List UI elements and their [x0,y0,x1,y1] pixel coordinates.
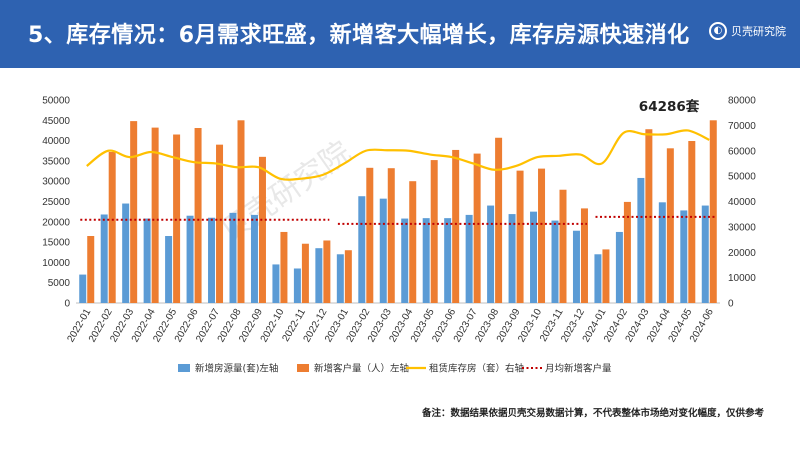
customers-bar [645,129,653,303]
customers-bar [108,151,116,303]
listings-bar [465,214,473,303]
listings-bar [422,218,430,303]
right-axis-tick: 20000 [728,248,756,259]
customers-bar [516,170,524,303]
inventory-line [86,129,710,181]
listings-bar [379,198,387,303]
legend-label: 月均新增客户量 [545,363,612,375]
left-axis-tick: 30000 [42,177,70,188]
customers-bar [366,167,374,303]
customers-bar [130,121,138,303]
header-bar: 5、库存情况：6月需求旺盛，新增客大幅增长，库存房源快速消化 ◐ 贝壳研究院 [0,0,800,68]
customers-bar [559,189,567,303]
listings-bar [530,211,538,303]
customers-bar [538,168,546,303]
customers-bar [473,153,481,303]
listings-bar [615,231,623,303]
customers-bar [580,208,588,303]
listings-bar [551,220,559,303]
customers-bar [173,134,181,303]
legend-label: 租赁库存房（套）右轴 [429,363,524,375]
listings-bar [594,254,602,303]
customers-bar [430,160,438,303]
listings-bar [401,218,409,303]
listings-bar [444,218,452,303]
right-axis-tick: 80000 [728,96,756,107]
customers-bar [387,168,395,303]
legend-swatch [297,364,309,372]
legend-swatch [178,364,190,372]
left-axis-tick: 40000 [42,136,70,147]
listings-bar [250,214,258,303]
listings-bar [680,210,688,303]
shell-logo-icon: ◐ [709,22,727,40]
brand-logo: ◐ 贝壳研究院 [709,22,786,40]
left-axis-tick: 0 [64,299,70,310]
customers-bar [323,240,331,303]
customers-bar [258,156,266,303]
listings-bar [79,274,87,303]
listings-bar [143,218,151,303]
listings-bar [165,236,173,303]
customers-bar [709,120,717,303]
customers-bar [409,181,417,303]
right-axis-tick: 40000 [728,197,756,208]
customers-bar [602,249,610,303]
customers-bar [87,236,95,303]
listings-bar [701,205,709,303]
left-axis-tick: 45000 [42,116,70,127]
listings-bar [658,202,666,303]
customers-bar [151,127,159,303]
customers-bar [452,149,460,303]
inventory-annotation: 64286套 [639,98,700,115]
left-axis-tick: 5000 [48,278,71,289]
customers-bar [194,128,202,303]
customers-bar [688,141,696,303]
legend-label: 新增客户量（人）左轴 [314,363,409,375]
listings-bar [293,268,301,303]
listings-bar [229,212,237,303]
listings-bar [186,215,194,303]
listings-bar [572,230,580,303]
customers-bar [216,144,224,303]
footnote: 备注：数据结果依据贝壳交易数据计算，不代表整体市场绝对变化幅度，仅供参考 [421,408,764,419]
customers-bar [495,137,503,303]
customers-bar [237,120,245,303]
customers-bar [344,250,352,303]
right-axis-tick: 70000 [728,121,756,132]
customers-bar [301,243,309,303]
page-title: 5、库存情况：6月需求旺盛，新增客大幅增长，库存房源快速消化 [28,23,690,48]
listings-bar [100,214,108,303]
right-axis-tick: 0 [728,299,734,310]
brand-name: 贝壳研究院 [731,25,786,38]
left-axis-tick: 25000 [42,197,70,208]
listings-bar [122,203,130,303]
listings-bar [272,264,280,303]
left-axis-tick: 15000 [42,238,70,249]
listings-bar [315,248,323,303]
right-axis-tick: 50000 [728,172,756,183]
left-axis-tick: 35000 [42,156,70,167]
customers-bar [666,148,674,303]
right-axis-tick: 10000 [728,273,756,284]
left-axis-tick: 20000 [42,217,70,228]
customers-bar [623,201,631,303]
listings-bar [637,177,645,303]
legend-label: 新增房源量(套)左轴 [195,363,278,375]
right-axis-tick: 60000 [728,146,756,157]
listings-bar [358,196,366,303]
listings-bar [487,205,495,303]
combo-chart: 贝壳研究院05000100001500020000250003000035000… [42,96,756,375]
left-axis-tick: 50000 [42,96,70,107]
listings-bar [508,214,516,303]
listings-bar [336,254,344,303]
customers-bar [280,231,288,303]
right-axis-tick: 30000 [728,222,756,233]
listings-bar [208,217,216,303]
left-axis-tick: 10000 [42,258,70,269]
